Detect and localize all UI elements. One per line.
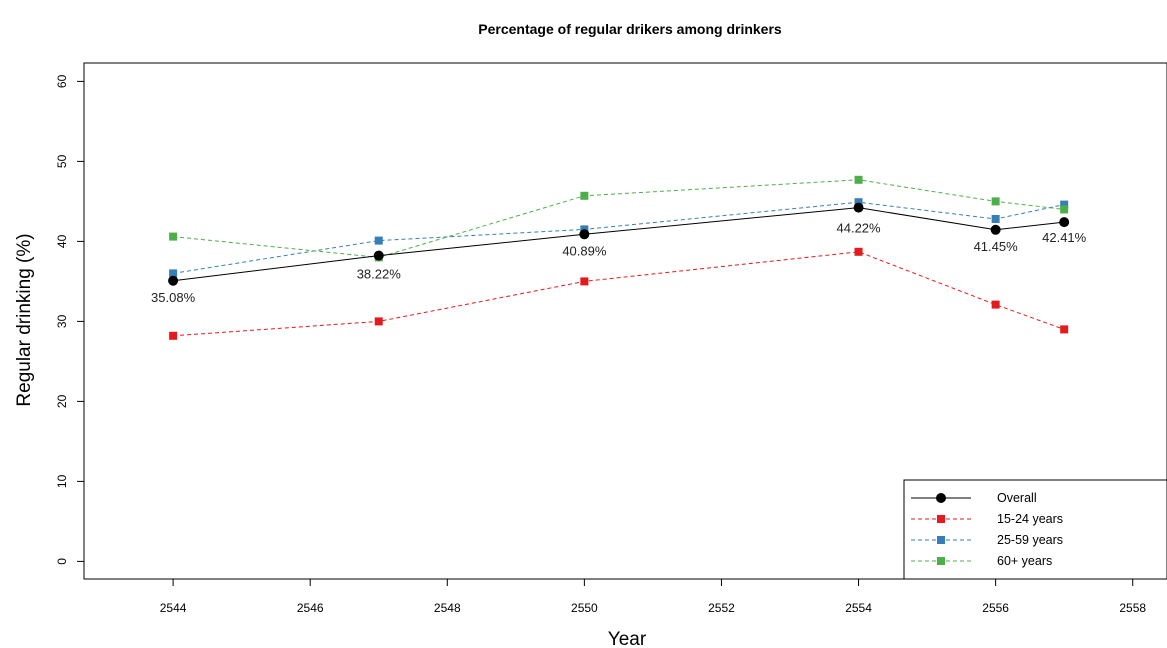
data-point-overall xyxy=(373,250,384,261)
data-point-25-59-years xyxy=(374,236,383,245)
data-label: 41.45% xyxy=(974,239,1019,254)
y-tick-label: 10 xyxy=(55,474,69,488)
data-point-25-59-years xyxy=(991,215,1000,223)
x-axis-title: Year xyxy=(608,629,647,648)
data-label: 38.22% xyxy=(357,267,402,282)
data-point-overall xyxy=(168,275,179,286)
legend-marker-25-59-years xyxy=(937,536,945,544)
data-label: 44.22% xyxy=(837,221,882,236)
series-line-60-years xyxy=(173,179,1065,258)
data-point-15-24-years xyxy=(1060,325,1069,334)
y-tick-label: 60 xyxy=(55,74,69,88)
y-tick-label: 40 xyxy=(55,234,69,248)
data-point-60-years xyxy=(991,197,1000,206)
legend: Overall 15-24 years 25-59 years 60+ years xyxy=(903,479,1167,580)
chart-title: Percentage of regular drikers among drin… xyxy=(478,21,782,37)
data-point-overall xyxy=(579,229,590,240)
legend-box xyxy=(903,479,1167,580)
legend-marker-overall xyxy=(936,493,946,503)
x-tick-label: 2554 xyxy=(845,601,872,615)
y-tick-label: 50 xyxy=(55,154,69,168)
legend-label-60-years: 60+ years xyxy=(997,554,1052,568)
data-point-15-24-years xyxy=(991,300,1000,309)
series-line-25-59-years xyxy=(173,201,1065,274)
legend-marker-60-years xyxy=(937,557,945,565)
data-label-layer: 35.08% 38.22% 40.89% 44.22% 41.45% 42.41% xyxy=(151,221,1087,305)
y-tick-label: 0 xyxy=(55,558,69,565)
data-label: 42.41% xyxy=(1042,230,1087,245)
data-point-overall xyxy=(853,202,864,213)
data-point-60-years xyxy=(169,232,178,241)
y-tick-label: 30 xyxy=(55,314,69,328)
x-tick-label: 2548 xyxy=(434,601,461,615)
data-point-60-years xyxy=(854,175,863,184)
series-layer xyxy=(168,175,1070,340)
series-line-15-24-years xyxy=(173,251,1065,337)
x-tick-label: 2558 xyxy=(1119,601,1146,615)
x-axis: 2544 2546 2548 2550 2552 2554 2556 2558 xyxy=(160,579,1146,615)
data-point-overall xyxy=(990,224,1001,235)
legend-label-overall: Overall xyxy=(997,491,1037,505)
x-tick-label: 2544 xyxy=(160,601,187,615)
data-point-15-24-years xyxy=(580,277,589,286)
y-tick-label: 20 xyxy=(55,394,69,408)
x-tick-label: 2546 xyxy=(297,601,324,615)
x-tick-label: 2556 xyxy=(982,601,1009,615)
data-point-25-59-years xyxy=(1060,200,1069,209)
series-line-overall xyxy=(173,207,1065,282)
data-point-15-24-years xyxy=(169,331,178,340)
data-point-25-59-years xyxy=(169,269,178,278)
data-point-25-59-years xyxy=(854,198,863,207)
x-tick-label: 2550 xyxy=(571,601,598,615)
data-point-60-years xyxy=(1060,205,1069,214)
y-axis-title: Regular drinking (%) xyxy=(14,233,35,406)
data-label: 35.08% xyxy=(151,290,196,305)
legend-label-25-59-years: 25-59 years xyxy=(997,533,1063,547)
data-point-15-24-years xyxy=(854,247,863,256)
legend-marker-15-24-years xyxy=(937,515,945,523)
x-tick-label: 2552 xyxy=(708,601,735,615)
data-point-overall xyxy=(1059,217,1070,228)
y-axis: 0 10 20 30 40 50 60 xyxy=(55,74,84,565)
data-point-15-24-years xyxy=(374,317,383,326)
legend-label-15-24-years: 15-24 years xyxy=(997,512,1063,526)
data-point-60-years xyxy=(580,191,589,200)
data-label: 40.89% xyxy=(562,243,607,258)
